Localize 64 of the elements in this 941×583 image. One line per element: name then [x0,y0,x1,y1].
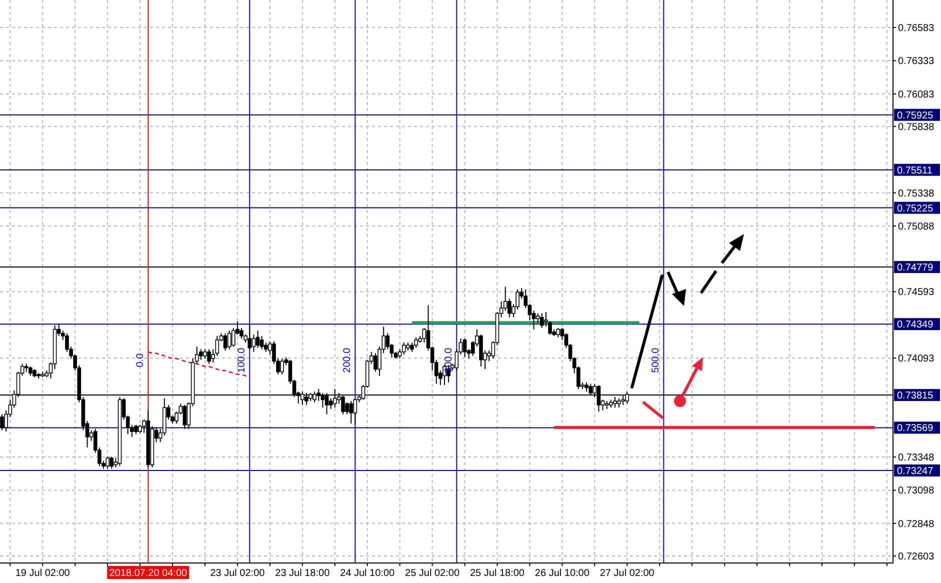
candlestick [462,338,467,358]
candlestick [203,348,207,360]
candlestick [227,330,232,350]
candlestick [349,400,354,424]
ref-line-label: 0.73569 [897,423,934,434]
candlestick [328,398,333,410]
x-tick-label: 26 Jul 10:00 [534,568,590,579]
candlestick [207,348,211,364]
x-tick-label: 25 Jul 02:00 [405,568,460,579]
y-tick-label: 0.73348 [898,452,935,464]
annotation: 0.0 [135,352,146,368]
y-tick-label: 0.72603 [898,551,935,562]
candlestick [248,323,252,350]
y-tick-label: 0.75088 [898,221,935,232]
candlestick [182,404,187,430]
x-tick-label: 2018.07.20 04:00 [109,568,188,579]
candlestick [584,382,588,392]
candlestick [536,312,540,324]
ref-line-label: 0.73247 [897,466,934,477]
annotation: 100.0 [236,347,248,373]
y-tick-label: 0.74093 [898,354,935,365]
ref-line-label: 0.75511 [897,165,933,176]
candlestick [556,327,560,338]
x-tick-label: 27 Jul 02:00 [600,568,655,579]
candlestick [256,330,260,348]
x-tick-label: 25 Jul 18:00 [470,568,525,579]
y-tick-label: 0.76083 [898,89,935,100]
candlestick [353,398,358,426]
annotation: 200.0 [342,347,354,373]
candlestick [28,366,32,376]
candlestick [617,398,621,408]
annotation: 500.0 [650,347,662,373]
candlestick [134,424,138,435]
candlestick [106,456,110,470]
y-tick-label: 0.75338 [898,188,935,200]
candlestick [199,348,203,360]
candlestick [402,342,406,356]
candlestick [0,414,4,431]
candlestick [374,352,378,372]
candlestick [414,336,418,348]
candlestick [280,358,284,375]
y-tick-label: 0.72848 [898,518,935,530]
x-tick-label: 24 Jul 10:00 [340,568,396,579]
ref-line-label: 0.75925 [897,110,934,122]
candlestick [110,456,114,470]
candlestick [312,391,316,403]
annotation: 300.0 [444,347,455,373]
y-tick-label: 0.76583 [898,22,935,34]
ref-line-label: 0.75225 [897,203,934,214]
y-tick-label: 0.74593 [898,287,935,298]
candlestick [252,334,256,352]
x-tick-label: 19 Jul 02:00 [15,568,70,579]
x-tick-label: 23 Jul 02:00 [210,568,266,579]
y-tick-label: 0.73098 [898,486,935,497]
ref-line-label: 0.74349 [897,320,934,331]
y-tick-label: 0.76333 [898,56,935,68]
candlestick [215,335,220,356]
ref-line-label: 0.73815 [897,390,934,402]
ref-line-label: 0.74779 [897,262,934,274]
y-tick-label: 0.75838 [898,122,935,133]
x-tick-label: 23 Jul 18:00 [275,568,330,579]
candlestick [223,332,228,352]
candlestick [540,312,544,328]
candlestick [398,348,402,360]
